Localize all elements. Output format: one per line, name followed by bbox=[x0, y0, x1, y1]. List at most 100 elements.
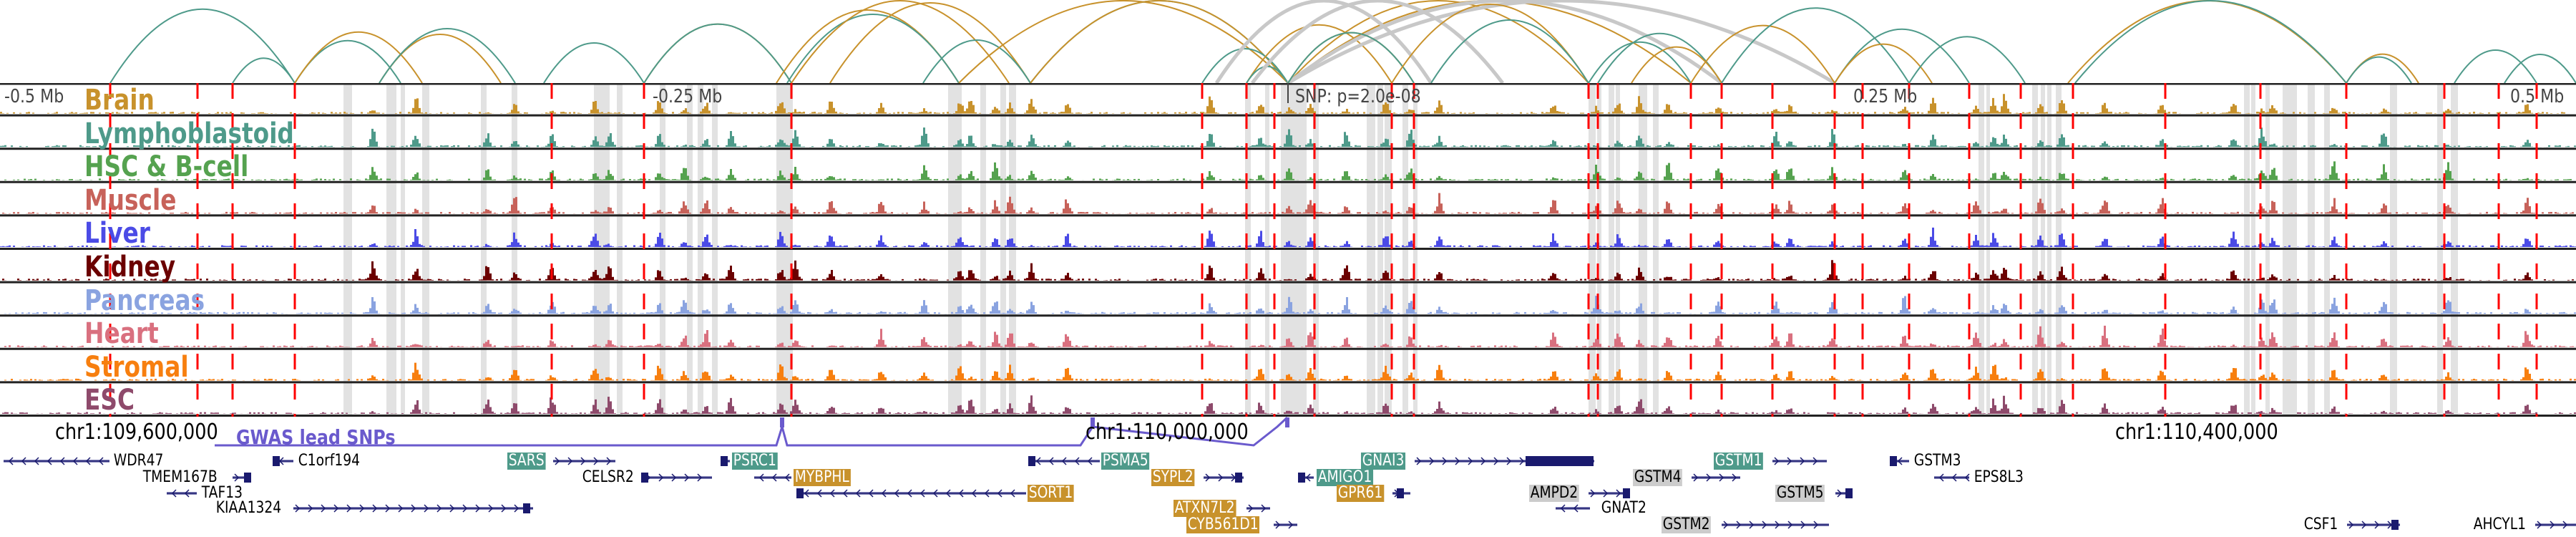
gene-model-sort1 bbox=[796, 488, 1026, 498]
strand-arrow bbox=[2374, 521, 2380, 529]
strand-arrow bbox=[1590, 489, 1596, 498]
track-label: Muscle bbox=[84, 183, 177, 217]
gene-label-gstm1[interactable]: GSTM1 bbox=[1714, 452, 1764, 470]
signal-area bbox=[0, 94, 2576, 114]
gene-label-gpr61[interactable]: GPR61 bbox=[1337, 484, 1384, 502]
strand-arrow bbox=[816, 489, 822, 498]
gene-label-sypl2[interactable]: SYPL2 bbox=[1151, 468, 1195, 486]
strand-arrow bbox=[359, 504, 365, 513]
strand-arrow bbox=[580, 457, 586, 465]
chromatin-loop-arc bbox=[2504, 54, 2576, 84]
strand-arrow bbox=[1774, 457, 1780, 465]
gene-label-kiaa1324[interactable]: KIAA1324 bbox=[215, 499, 282, 517]
signal-track-muscle bbox=[0, 193, 2576, 214]
track-label: Pancreas bbox=[84, 284, 205, 317]
strand-arrow bbox=[771, 473, 777, 482]
gene-label-cyb561d1[interactable]: CYB561D1 bbox=[1186, 516, 1260, 533]
gene-model-gnat2 bbox=[1556, 504, 1590, 513]
gene-label-atxn7l2[interactable]: ATXN7L2 bbox=[1174, 499, 1236, 517]
gene-label-sort1[interactable]: SORT1 bbox=[1028, 484, 1074, 502]
chromatin-loop-arc bbox=[109, 9, 296, 84]
gene-label-celsr2[interactable]: CELSR2 bbox=[582, 468, 634, 486]
gene-label-c1orf194[interactable]: C1orf194 bbox=[298, 452, 361, 470]
strand-arrow bbox=[475, 504, 481, 513]
gene-label-taf13[interactable]: TAF13 bbox=[201, 484, 243, 502]
signal-area bbox=[0, 193, 2576, 214]
strand-arrow bbox=[514, 504, 519, 513]
chromatin-loop-arc bbox=[2454, 49, 2537, 84]
strand-arrow bbox=[894, 489, 899, 498]
strand-arrow bbox=[1723, 521, 1729, 529]
strand-arrow bbox=[1951, 473, 1957, 482]
chromatin-loop-arc bbox=[543, 42, 645, 84]
gene-label-mybphl[interactable]: MYBPHL bbox=[794, 468, 851, 486]
axis-label-0-25mb: 0.25 Mb bbox=[1853, 86, 1918, 107]
gene-model-celsr2 bbox=[641, 473, 712, 483]
strand-arrow bbox=[1706, 473, 1712, 482]
gene-label-tmem167b[interactable]: TMEM167B bbox=[142, 468, 218, 486]
chromatin-loop-arc bbox=[1246, 24, 1392, 84]
gwas-snp-marker bbox=[1285, 417, 1289, 427]
exon-block bbox=[1397, 488, 1404, 498]
strand-arrow bbox=[2562, 521, 2568, 529]
gene-label-eps8l3[interactable]: EPS8L3 bbox=[1974, 468, 2024, 486]
gene-label-gstm2[interactable]: GSTM2 bbox=[1662, 516, 1712, 533]
gene-label-ampd2[interactable]: AMPD2 bbox=[1529, 484, 1579, 502]
signal-area bbox=[0, 296, 2576, 314]
gene-label-gstm5[interactable]: GSTM5 bbox=[1775, 484, 1825, 502]
gene-model-amigo1 bbox=[1298, 473, 1314, 483]
gene-label-gstm4[interactable]: GSTM4 bbox=[1633, 468, 1683, 486]
track-label: Brain bbox=[84, 84, 155, 117]
track-label: Lymphoblastoid bbox=[84, 117, 294, 150]
strand-arrow bbox=[2537, 521, 2542, 529]
gene-label-gstm3[interactable]: GSTM3 bbox=[1913, 452, 1961, 470]
signal-area bbox=[0, 362, 2576, 381]
strand-arrow bbox=[758, 473, 764, 482]
chromatin-loop-arcs bbox=[109, 0, 2576, 84]
strand-arrow bbox=[784, 473, 790, 482]
strand-arrow bbox=[1305, 473, 1311, 482]
strand-arrow bbox=[1837, 489, 1843, 498]
gene-model-atxn7l2 bbox=[1246, 504, 1270, 513]
gene-label-wdr47[interactable]: WDR47 bbox=[113, 452, 164, 470]
gene-label-amigo1[interactable]: AMIGO1 bbox=[1317, 468, 1373, 486]
strand-arrow bbox=[1775, 521, 1780, 529]
strand-arrow bbox=[997, 489, 1002, 498]
strand-arrow bbox=[1416, 457, 1422, 465]
chromatin-loop-arc bbox=[1287, 0, 1723, 84]
strand-arrow bbox=[829, 489, 835, 498]
chromatin-loop-arc bbox=[294, 32, 423, 84]
strand-arrow bbox=[958, 489, 964, 498]
chr-position-label: chr1:109,600,000 bbox=[55, 420, 218, 445]
chromatin-loop-arc bbox=[2074, 0, 2347, 84]
strand-arrow bbox=[881, 489, 887, 498]
gene-label-psma5[interactable]: PSMA5 bbox=[1101, 452, 1150, 470]
strand-arrow bbox=[907, 489, 912, 498]
chromatin-loop-arc bbox=[1834, 28, 1970, 84]
chromatin-loop-arc bbox=[1690, 24, 1835, 84]
snp-pvalue-label: SNP: p=2.0e-08 bbox=[1295, 86, 1421, 107]
strand-arrow bbox=[1205, 473, 1211, 482]
gene-label-gnai3[interactable]: GNAI3 bbox=[1361, 452, 1406, 470]
gene-label-ahcyl1[interactable]: AHCYL1 bbox=[2473, 516, 2527, 533]
strand-arrow bbox=[855, 489, 861, 498]
strand-arrow bbox=[658, 473, 664, 482]
gene-model-sars bbox=[553, 457, 615, 465]
exon-block bbox=[1235, 473, 1242, 483]
gene-label-psrc1[interactable]: PSRC1 bbox=[732, 452, 778, 470]
signal-track-heart bbox=[0, 325, 2576, 347]
chr-position-label: chr1:110,000,000 bbox=[1085, 420, 1249, 445]
strand-arrow bbox=[346, 504, 352, 513]
gene-label-gnat2[interactable]: GNAT2 bbox=[1601, 499, 1646, 517]
gene-label-csf1[interactable]: CSF1 bbox=[2303, 516, 2338, 533]
signal-tracks bbox=[0, 83, 2576, 417]
strand-arrow bbox=[234, 473, 240, 482]
strand-arrow bbox=[501, 504, 507, 513]
gene-label-sars[interactable]: SARS bbox=[507, 452, 546, 470]
signal-track-lymphoblastoid bbox=[0, 127, 2576, 147]
strand-arrow bbox=[671, 473, 677, 482]
track-label: Stromal bbox=[84, 350, 189, 384]
signal-track-esc bbox=[0, 395, 2576, 414]
strand-arrow bbox=[1087, 457, 1093, 465]
strand-arrow bbox=[842, 489, 848, 498]
